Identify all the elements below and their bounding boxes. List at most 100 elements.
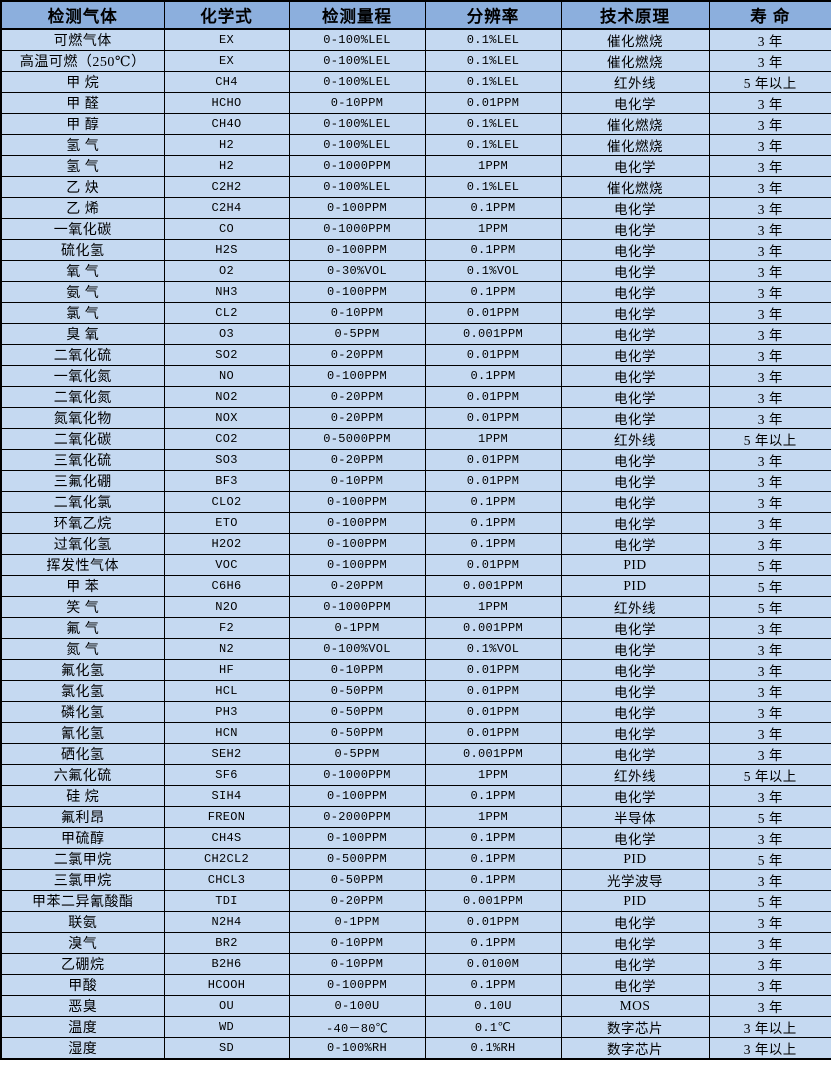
cell-life: 3 年: [708, 344, 831, 366]
cell-range: 0-1PPM: [288, 617, 426, 639]
cell-life: 3 年: [708, 386, 831, 408]
cell-name: 硫化氢: [0, 239, 165, 261]
table-row: 湿度 SD 0-100%RH 0.1%RH 数字芯片 3 年以上: [0, 1037, 831, 1060]
table-row: 甲 烷 CH4 0-100%LEL 0.1%LEL 红外线 5 年以上: [0, 71, 831, 93]
table-row: 挥发性气体 VOC 0-100PPM 0.01PPM PID 5 年: [0, 554, 831, 576]
cell-life: 3 年: [708, 239, 831, 261]
cell-name: 甲苯二异氰酸酯: [0, 890, 165, 912]
table-header: 检测气体 化学式 检测量程 分辨率 技术原理寿 命: [0, 0, 831, 30]
table-row: 氢 气 H2 0-100%LEL 0.1%LEL 催化燃烧 3 年: [0, 134, 831, 156]
cell-res: 0.1%LEL: [424, 113, 562, 135]
cell-res: 1PPM: [424, 218, 562, 240]
cell-name: 三氧化硫: [0, 449, 165, 471]
cell-name: 六氟化硫: [0, 764, 165, 786]
cell-res: 0.1%VOL: [424, 260, 562, 282]
cell-res: 0.01PPM: [424, 659, 562, 681]
column-header-range: 检测量程: [288, 0, 426, 30]
cell-res: 0.1℃: [424, 1016, 562, 1038]
cell-res: 0.1%RH: [424, 1037, 562, 1060]
cell-formula: C6H6: [163, 575, 290, 597]
cell-formula: O3: [163, 323, 290, 345]
cell-tech: 催化燃烧: [560, 50, 710, 72]
cell-formula: OU: [163, 995, 290, 1017]
cell-range: 0-100PPM: [288, 827, 426, 849]
column-header-name: 检测气体: [0, 0, 165, 30]
cell-formula: B2H6: [163, 953, 290, 975]
cell-name: 一氧化氮: [0, 365, 165, 387]
cell-tech: 光学波导: [560, 869, 710, 891]
cell-res: 0.01PPM: [424, 407, 562, 429]
table-row: 一氧化碳 CO 0-1000PPM 1PPM 电化学 3 年: [0, 218, 831, 240]
cell-tech: 电化学: [560, 281, 710, 303]
cell-formula: VOC: [163, 554, 290, 576]
cell-name: 氧 气: [0, 260, 165, 282]
cell-res: 0.1PPM: [424, 533, 562, 555]
cell-formula: EX: [163, 50, 290, 72]
cell-formula: H2O2: [163, 533, 290, 555]
table-row: 甲苯二异氰酸酯 TDI 0-20PPM 0.001PPM PID 5 年: [0, 890, 831, 912]
cell-life: 3 年: [708, 617, 831, 639]
table-row: 乙 烯 C2H4 0-100PPM 0.1PPM 电化学 3 年: [0, 197, 831, 219]
cell-formula: ETO: [163, 512, 290, 534]
cell-range: 0-20PPM: [288, 575, 426, 597]
cell-life: 3 年: [708, 911, 831, 933]
cell-formula: C2H4: [163, 197, 290, 219]
cell-range: 0-100%VOL: [288, 638, 426, 660]
cell-life: 3 年: [708, 260, 831, 282]
cell-res: 0.001PPM: [424, 575, 562, 597]
cell-name: 氢 气: [0, 134, 165, 156]
cell-res: 0.1PPM: [424, 869, 562, 891]
cell-range: 0-100PPM: [288, 491, 426, 513]
cell-life: 5 年以上: [708, 764, 831, 786]
cell-range: 0-1000PPM: [288, 764, 426, 786]
cell-life: 5 年: [708, 890, 831, 912]
cell-res: 0.01PPM: [424, 344, 562, 366]
cell-tech: 数字芯片: [560, 1016, 710, 1038]
cell-life: 3 年: [708, 449, 831, 471]
cell-formula: N2O: [163, 596, 290, 618]
cell-range: 0-5000PPM: [288, 428, 426, 450]
cell-name: 乙 炔: [0, 176, 165, 198]
cell-life: 5 年: [708, 575, 831, 597]
cell-life: 3 年: [708, 323, 831, 345]
cell-range: 0-2000PPM: [288, 806, 426, 828]
cell-life: 3 年: [708, 953, 831, 975]
cell-range: 0-100PPM: [288, 785, 426, 807]
table-row: 甲 醇 CH4O 0-100%LEL 0.1%LEL 催化燃烧 3 年: [0, 113, 831, 135]
cell-formula: CH4: [163, 71, 290, 93]
cell-life: 3 年: [708, 302, 831, 324]
table-body: 可燃气体 EX 0-100%LEL 0.1%LEL 催化燃烧 3 年高温可燃（250℃） E…: [0, 28, 831, 1060]
cell-range: 0-1000PPM: [288, 155, 426, 177]
cell-name: 乙 烯: [0, 197, 165, 219]
cell-formula: NOX: [163, 407, 290, 429]
cell-res: 0.1%LEL: [424, 28, 562, 51]
table-row: 硅 烷 SIH4 0-100PPM 0.1PPM 电化学 3 年: [0, 785, 831, 807]
cell-life: 3 年: [708, 932, 831, 954]
cell-name: 二氧化硫: [0, 344, 165, 366]
cell-tech: 电化学: [560, 533, 710, 555]
cell-res: 0.1%LEL: [424, 134, 562, 156]
cell-tech: 电化学: [560, 218, 710, 240]
cell-tech: 催化燃烧: [560, 113, 710, 135]
cell-life: 3 年: [708, 785, 831, 807]
table-row: 氟 气 F2 0-1PPM 0.001PPM 电化学 3 年: [0, 617, 831, 639]
cell-range: 0-100%RH: [288, 1037, 426, 1060]
table-row: 氯化氢 HCL 0-50PPM 0.01PPM 电化学 3 年: [0, 680, 831, 702]
cell-name: 氢 气: [0, 155, 165, 177]
cell-name: 氟化氢: [0, 659, 165, 681]
cell-formula: CH2CL2: [163, 848, 290, 870]
cell-name: 一氧化碳: [0, 218, 165, 240]
cell-name: 硅 烷: [0, 785, 165, 807]
cell-res: 0.1%LEL: [424, 71, 562, 93]
cell-range: 0-10PPM: [288, 302, 426, 324]
cell-life: 3 年: [708, 365, 831, 387]
cell-formula: SO2: [163, 344, 290, 366]
table-row: 乙硼烷 B2H6 0-10PPM 0.0100M 电化学 3 年: [0, 953, 831, 975]
table-row: 环氧乙烷 ETO 0-100PPM 0.1PPM 电化学 3 年: [0, 512, 831, 534]
cell-res: 0.1PPM: [424, 239, 562, 261]
cell-res: 0.10U: [424, 995, 562, 1017]
cell-tech: 电化学: [560, 407, 710, 429]
cell-name: 挥发性气体: [0, 554, 165, 576]
cell-tech: 电化学: [560, 260, 710, 282]
cell-range: 0-10PPM: [288, 953, 426, 975]
